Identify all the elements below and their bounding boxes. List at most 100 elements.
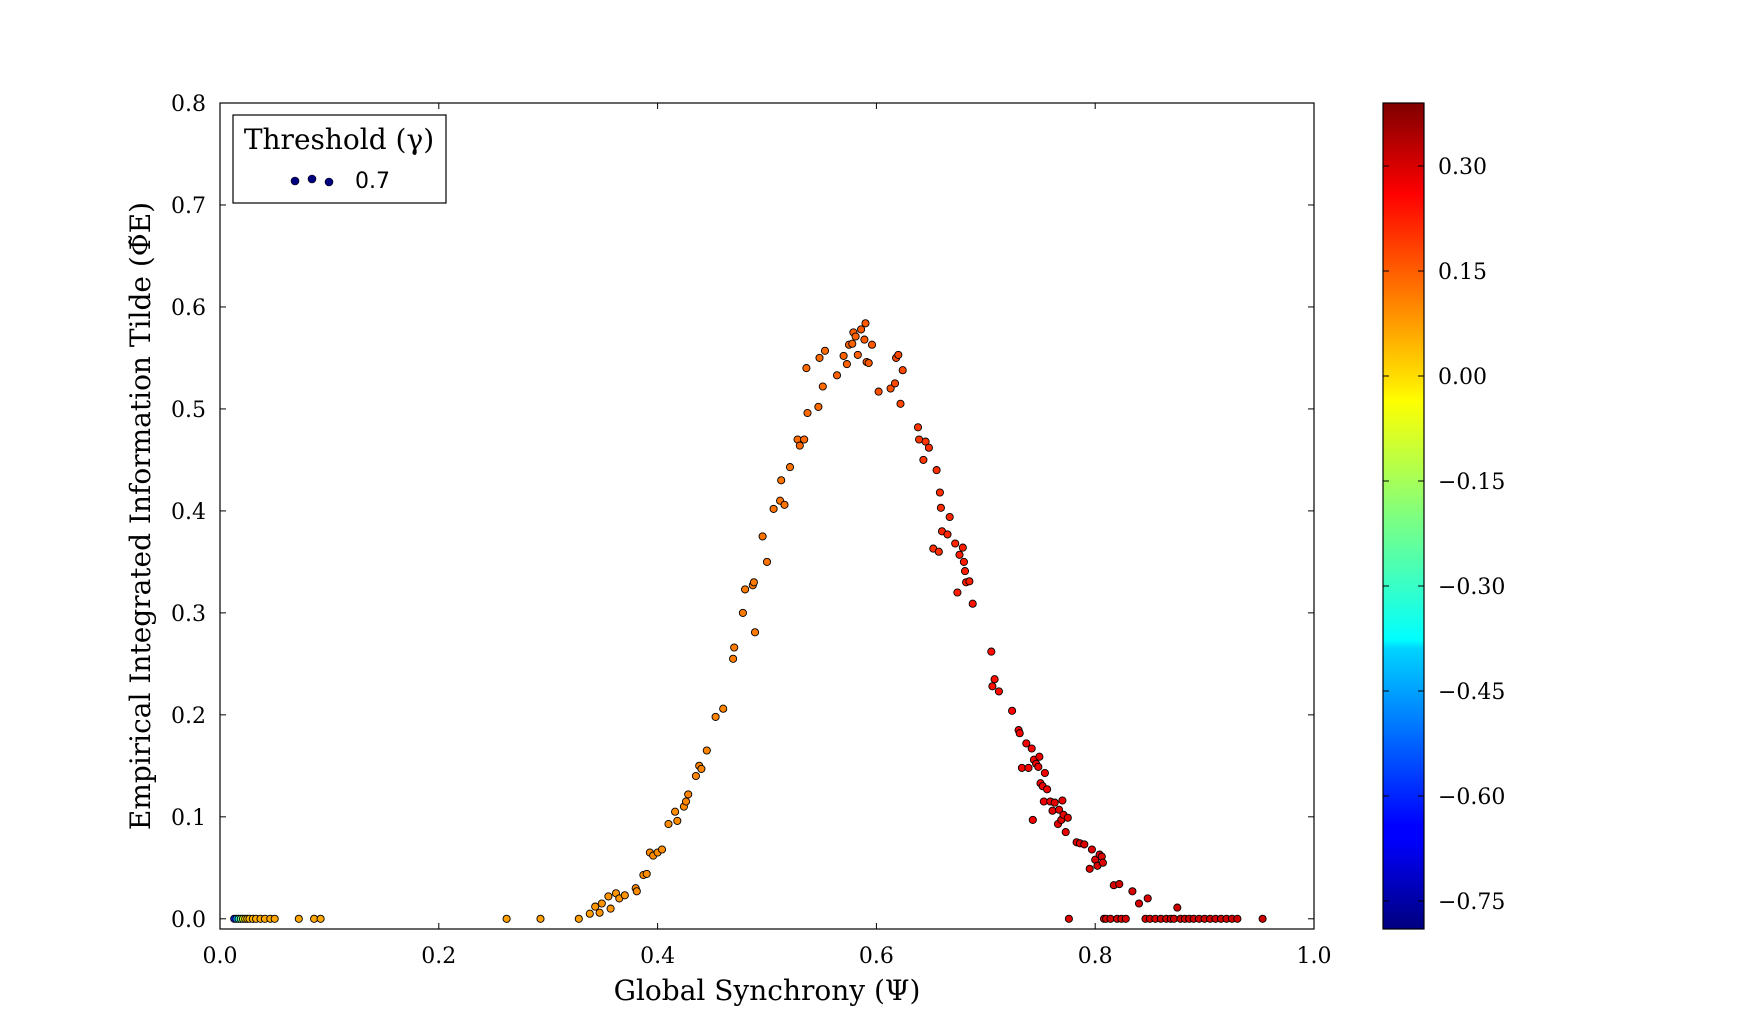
y-tick-label: 0.0	[171, 908, 206, 933]
data-point	[853, 350, 862, 359]
data-point	[316, 914, 325, 923]
data-point	[597, 899, 606, 908]
y-tick-label: 0.7	[171, 194, 206, 219]
data-point	[958, 543, 967, 552]
data-point	[738, 608, 747, 617]
data-point	[864, 358, 873, 368]
data-point	[913, 423, 923, 432]
x-tick-label: 0.0	[203, 944, 238, 969]
data-point	[664, 819, 673, 829]
x-tick-label: 0.2	[421, 944, 456, 969]
data-point	[620, 891, 629, 900]
data-point	[1022, 739, 1031, 748]
colorbar-gradient	[1382, 102, 1425, 930]
data-point	[729, 654, 738, 663]
legend-marker	[290, 176, 300, 186]
data-point	[1064, 914, 1073, 923]
data-point	[673, 816, 682, 825]
data-point	[1028, 815, 1037, 824]
data-point	[1050, 798, 1059, 807]
data-point	[1061, 828, 1070, 837]
data-point	[921, 437, 930, 446]
data-point	[536, 914, 545, 923]
data-point	[814, 402, 823, 411]
data-point	[994, 687, 1003, 696]
data-point	[802, 364, 811, 373]
data-point	[990, 675, 999, 684]
data-point	[591, 902, 600, 911]
data-point	[968, 599, 977, 608]
data-point	[1106, 914, 1115, 923]
x-tick-label: 0.6	[859, 944, 894, 969]
data-point	[1173, 903, 1182, 912]
data-point	[919, 455, 928, 464]
data-point	[785, 463, 795, 472]
legend-entry-label: 0.7	[355, 169, 390, 194]
x-tick-label: 0.8	[1078, 944, 1113, 969]
data-point	[851, 332, 860, 341]
data-point	[691, 771, 700, 781]
data-point	[1048, 806, 1057, 815]
data-point	[604, 892, 613, 901]
data-point	[606, 904, 615, 913]
data-point	[1098, 858, 1107, 867]
data-point	[936, 503, 945, 512]
data-point	[1034, 762, 1043, 771]
data-point	[749, 578, 758, 587]
data-point	[762, 557, 772, 566]
y-axis-title: Empirical Integrated Information Tilde (…	[124, 202, 157, 830]
x-tick-label: 0.4	[640, 944, 675, 969]
data-point	[890, 379, 900, 388]
data-point	[1121, 914, 1130, 923]
data-point	[642, 869, 651, 878]
colorbar-tick-label: 0.15	[1438, 260, 1487, 285]
y-tick-label: 0.5	[171, 398, 206, 423]
data-point	[730, 643, 739, 652]
data-point	[815, 353, 824, 362]
data-point	[988, 682, 997, 691]
data-point	[595, 908, 604, 917]
data-point	[795, 441, 804, 450]
x-tick-label: 1.0	[1297, 944, 1332, 969]
data-point	[839, 351, 848, 360]
data-point	[861, 319, 870, 328]
data-point	[965, 577, 974, 586]
data-point	[585, 909, 594, 918]
colorbar-tick-label: −0.45	[1438, 680, 1505, 705]
data-point	[657, 845, 667, 854]
data-point	[867, 340, 877, 349]
data-point	[1085, 864, 1094, 873]
colorbar-tick-label: 0.00	[1438, 365, 1487, 390]
legend-marker	[324, 177, 334, 187]
colorbar: 0.30 0.15 0.00 −0.15 −0.30 −0.45 −0.60 −0.75	[1382, 102, 1505, 930]
data-point	[750, 628, 760, 637]
y-axis-ticks: 0.0 0.1 0.2 0.3 0.4 0.5 0.6 0.7 0.8	[171, 92, 1314, 933]
colorbar-tick-label: −0.30	[1438, 575, 1505, 600]
y-tick-label: 0.3	[171, 602, 206, 627]
data-point	[1035, 752, 1044, 761]
data-point	[886, 384, 895, 393]
data-point	[848, 339, 857, 348]
legend-box	[232, 114, 447, 204]
data-point	[1143, 894, 1152, 903]
data-point	[1128, 887, 1137, 896]
data-point	[1015, 729, 1024, 738]
data-point	[769, 504, 778, 513]
data-point	[874, 387, 883, 396]
colorbar-tick-label: 0.30	[1438, 155, 1487, 180]
data-point	[934, 547, 943, 556]
data-point	[1087, 845, 1096, 854]
data-point	[758, 532, 767, 541]
data-point	[832, 371, 842, 380]
legend-title: Threshold (γ)	[244, 123, 434, 156]
data-point	[818, 382, 827, 391]
data-point	[671, 807, 680, 816]
data-point	[924, 443, 933, 452]
data-point	[1024, 763, 1033, 772]
data-point	[1233, 914, 1242, 923]
data-point	[741, 585, 750, 594]
plot-area	[219, 102, 1315, 930]
data-point	[800, 435, 809, 444]
data-point	[896, 399, 905, 408]
data-point	[632, 887, 641, 896]
